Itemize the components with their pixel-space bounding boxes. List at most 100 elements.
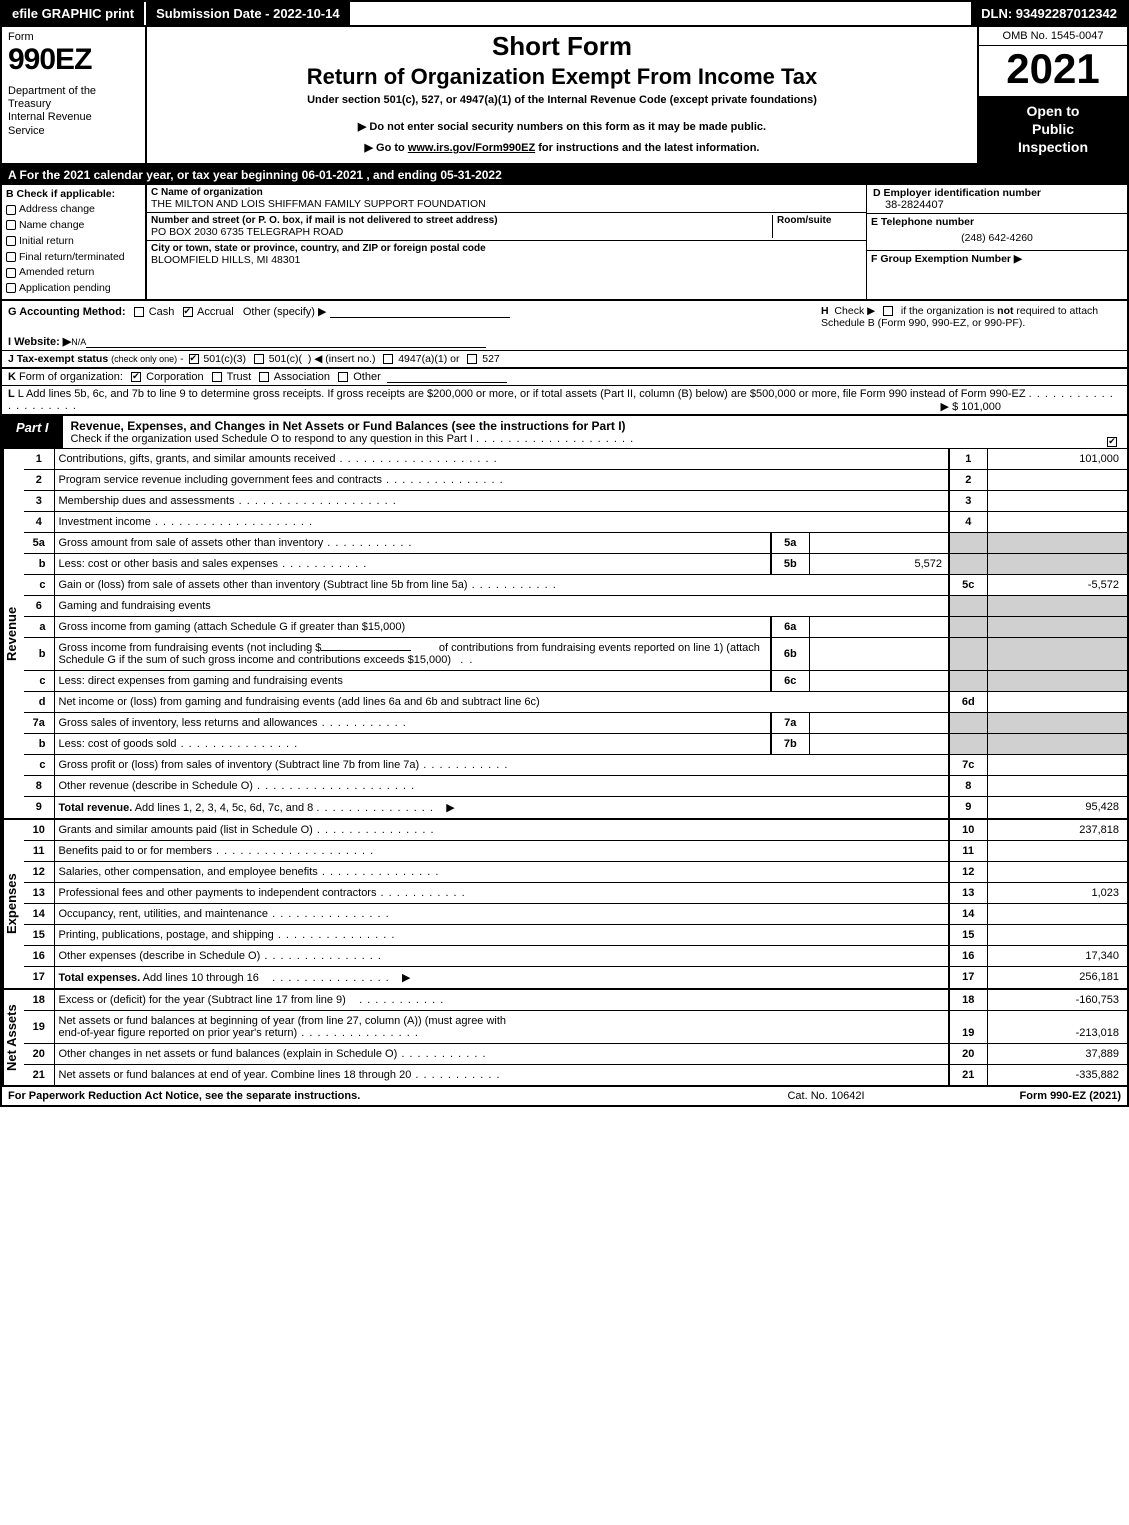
line-20: 20Other changes in net assets or fund ba…: [24, 1043, 1127, 1064]
submission-date: Submission Date - 2022-10-14: [146, 2, 350, 25]
line-1: 1Contributions, gifts, grants, and simil…: [24, 449, 1127, 470]
row-i-website: I Website: ▶N/A: [2, 333, 1127, 351]
part-1-checkbox[interactable]: [1097, 416, 1127, 448]
accounting-method: G Accounting Method: Cash Accrual Other …: [8, 305, 821, 329]
group-exemption-row: F Group Exemption Number ▶: [867, 251, 1127, 267]
row-a-calendar-year: A For the 2021 calendar year, or tax yea…: [2, 165, 1127, 185]
chk-amended-return[interactable]: Amended return: [6, 265, 141, 281]
footer-cat-no: Cat. No. 10642I: [701, 1090, 951, 1102]
chk-501c[interactable]: [254, 354, 264, 364]
chk-association[interactable]: [259, 372, 269, 382]
line-6a: aGross income from gaming (attach Schedu…: [24, 616, 1127, 637]
footer-form-ref: Form 990-EZ (2021): [951, 1090, 1121, 1102]
chk-4947[interactable]: [383, 354, 393, 364]
line-12: 12Salaries, other compensation, and empl…: [24, 861, 1127, 882]
part-1-header: Part I Revenue, Expenses, and Changes in…: [2, 416, 1127, 449]
line-19: 19Net assets or fund balances at beginni…: [24, 1010, 1127, 1043]
tel-value: (248) 642-4260: [871, 228, 1123, 248]
header-right: OMB No. 1545-0047 2021 Open toPublicInsp…: [977, 27, 1127, 163]
line-6: 6Gaming and fundraising events: [24, 595, 1127, 616]
header-middle: Short Form Return of Organization Exempt…: [147, 27, 977, 163]
line-6c: cLess: direct expenses from gaming and f…: [24, 670, 1127, 691]
row-k-form-org: K Form of organization: Corporation Trus…: [2, 369, 1127, 386]
row-l-text: L Add lines 5b, 6c, and 7b to line 9 to …: [18, 388, 1026, 400]
other-org-blank: [387, 371, 507, 383]
chk-application-pending[interactable]: Application pending: [6, 281, 141, 297]
part-1-title: Revenue, Expenses, and Changes in Net As…: [63, 416, 1097, 448]
city-label: City or town, state or province, country…: [151, 243, 862, 254]
chk-trust[interactable]: [212, 372, 222, 382]
line-5b: bLess: cost or other basis and sales exp…: [24, 553, 1127, 574]
omb-number: OMB No. 1545-0047: [979, 27, 1127, 46]
goto-post: for instructions and the latest informat…: [535, 142, 759, 154]
chk-accrual[interactable]: [183, 307, 193, 317]
accounting-label: G Accounting Method:: [8, 306, 126, 318]
section-c: C Name of organization THE MILTON AND LO…: [147, 185, 867, 299]
accrual-label: Accrual: [197, 306, 234, 318]
line-14: 14Occupancy, rent, utilities, and mainte…: [24, 903, 1127, 924]
net-assets-section: Net Assets 18Excess or (deficit) for the…: [2, 990, 1127, 1087]
expenses-side-label: Expenses: [2, 820, 24, 988]
tel-row: E Telephone number (248) 642-4260: [867, 214, 1127, 251]
row-g-h: G Accounting Method: Cash Accrual Other …: [2, 301, 1127, 333]
form-word: Form: [8, 31, 139, 43]
ein-value: 38-2824407: [873, 199, 1121, 211]
line-8: 8Other revenue (describe in Schedule O)8: [24, 775, 1127, 796]
line-2: 2Program service revenue including gover…: [24, 469, 1127, 490]
form-container: efile GRAPHIC print Submission Date - 20…: [0, 0, 1129, 1107]
short-form-title: Short Form: [155, 31, 969, 62]
footer-left: For Paperwork Reduction Act Notice, see …: [8, 1090, 701, 1102]
block-b-through-f: B Check if applicable: Address change Na…: [2, 185, 1127, 301]
goto-instructions: ▶ Go to www.irs.gov/Form990EZ for instru…: [155, 141, 969, 154]
line-5a: 5aGross amount from sale of assets other…: [24, 532, 1127, 553]
line-21: 21Net assets or fund balances at end of …: [24, 1064, 1127, 1085]
section-b: B Check if applicable: Address change Na…: [2, 185, 147, 299]
chk-address-change[interactable]: Address change: [6, 202, 141, 218]
irs-link[interactable]: www.irs.gov/Form990EZ: [408, 142, 535, 154]
website-blank: [86, 336, 486, 348]
revenue-side-label: Revenue: [2, 449, 24, 818]
line-11: 11Benefits paid to or for members11: [24, 840, 1127, 861]
chk-initial-return[interactable]: Initial return: [6, 234, 141, 250]
row-l-amount: ▶ $ 101,000: [941, 400, 1121, 413]
ein-label: D Employer identification number: [873, 187, 1121, 199]
form-header: Form 990EZ Department of theTreasuryInte…: [2, 27, 1127, 165]
net-assets-table: 18Excess or (deficit) for the year (Subt…: [24, 990, 1127, 1085]
other-blank: [330, 306, 510, 318]
line-3: 3Membership dues and assessments3: [24, 490, 1127, 511]
ein-row: D Employer identification number 38-2824…: [867, 185, 1127, 214]
chk-schedule-b[interactable]: [883, 306, 893, 316]
org-name-label: C Name of organization: [151, 187, 862, 198]
section-d-e-f: D Employer identification number 38-2824…: [867, 185, 1127, 299]
line-6b: bGross income from fundraising events (n…: [24, 637, 1127, 670]
return-title: Return of Organization Exempt From Incom…: [155, 64, 969, 90]
dln-label: DLN: 93492287012342: [971, 2, 1127, 25]
chk-final-return[interactable]: Final return/terminated: [6, 250, 141, 266]
line-18: 18Excess or (deficit) for the year (Subt…: [24, 990, 1127, 1011]
header-left: Form 990EZ Department of theTreasuryInte…: [2, 27, 147, 163]
net-assets-side-label: Net Assets: [2, 990, 24, 1085]
line-6d: dNet income or (loss) from gaming and fu…: [24, 691, 1127, 712]
chk-name-change[interactable]: Name change: [6, 218, 141, 234]
chk-527[interactable]: [467, 354, 477, 364]
efile-print-button[interactable]: efile GRAPHIC print: [2, 2, 146, 25]
city-value: BLOOMFIELD HILLS, MI 48301: [151, 254, 862, 266]
under-section: Under section 501(c), 527, or 4947(a)(1)…: [155, 94, 969, 106]
topbar-spacer: [350, 2, 972, 25]
department-label: Department of theTreasuryInternal Revenu…: [8, 85, 139, 138]
do-not-enter: ▶ Do not enter social security numbers o…: [155, 120, 969, 133]
topbar: efile GRAPHIC print Submission Date - 20…: [2, 2, 1127, 27]
line-13: 13Professional fees and other payments t…: [24, 882, 1127, 903]
chk-other-org[interactable]: [338, 372, 348, 382]
line-9: 9Total revenue. Add lines 1, 2, 3, 4, 5c…: [24, 796, 1127, 818]
website-value: N/A: [71, 337, 86, 347]
section-b-header: B Check if applicable:: [6, 187, 141, 203]
city-row: City or town, state or province, country…: [147, 241, 866, 268]
chk-cash[interactable]: [134, 307, 144, 317]
chk-501c3[interactable]: [189, 354, 199, 364]
section-h: H Check ▶ if the organization is not req…: [821, 305, 1121, 329]
line-10: 10Grants and similar amounts paid (list …: [24, 820, 1127, 841]
expenses-section: Expenses 10Grants and similar amounts pa…: [2, 820, 1127, 990]
chk-corporation[interactable]: [131, 372, 141, 382]
revenue-table: 1Contributions, gifts, grants, and simil…: [24, 449, 1127, 818]
